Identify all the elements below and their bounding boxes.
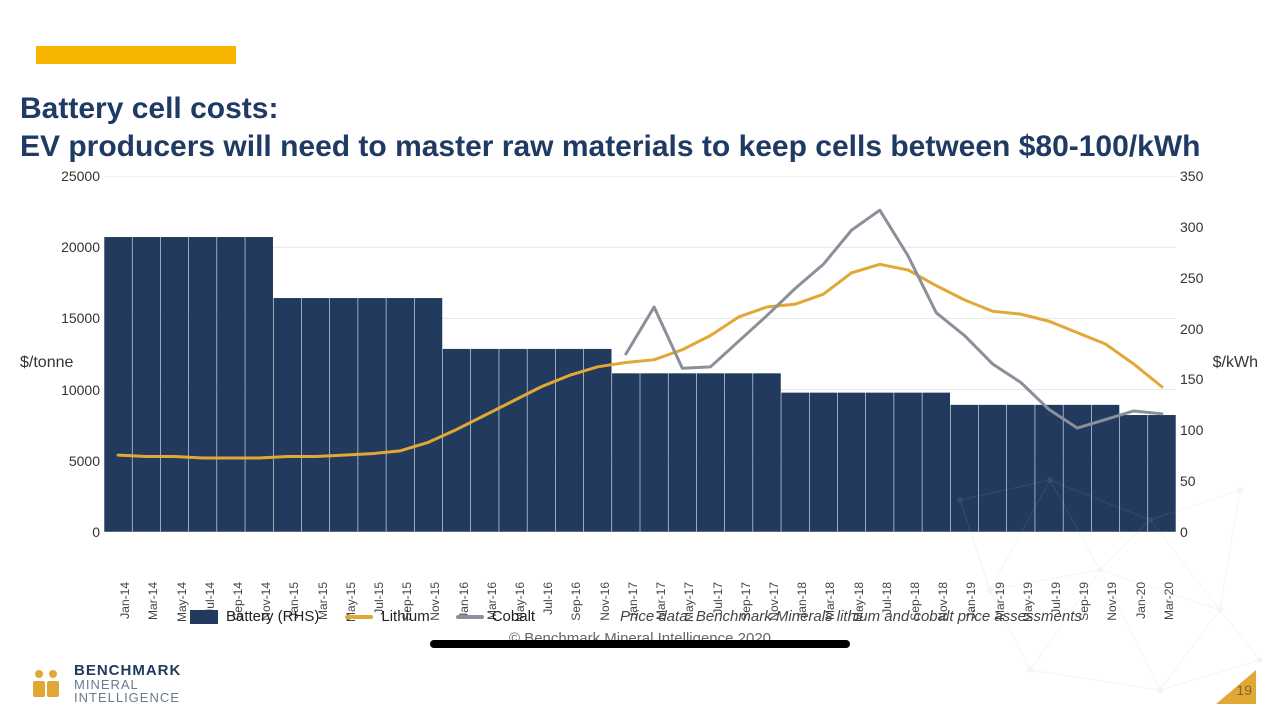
legend-swatch-line-icon xyxy=(345,615,373,619)
ytick-left: 15000 xyxy=(40,310,100,326)
brand-logo: BENCHMARK MINERAL INTELLIGENCE xyxy=(30,663,181,704)
title-line-2: EV producers will need to master raw mat… xyxy=(20,130,1200,163)
legend-item: Battery (RHS) xyxy=(190,608,319,625)
plot-area xyxy=(104,176,1176,532)
brand-line-1: BENCHMARK xyxy=(74,663,181,678)
page-number: 19 xyxy=(1236,682,1252,698)
ytick-right: 300 xyxy=(1180,219,1240,235)
media-progress-bar[interactable] xyxy=(430,640,850,648)
legend-label: Battery (RHS) xyxy=(226,608,319,625)
brand-mark-icon xyxy=(30,667,64,701)
plot-svg xyxy=(104,176,1176,532)
ytick-right: 50 xyxy=(1180,473,1240,489)
brand-text: BENCHMARK MINERAL INTELLIGENCE xyxy=(74,663,181,704)
accent-bar xyxy=(36,46,236,64)
chart: $/tonne $/kWh 0 5000 10000 15000 20000 25000 0… xyxy=(18,168,1262,600)
title-line-1: Battery cell costs: xyxy=(20,92,278,125)
legend-label: Lithium xyxy=(381,608,429,625)
legend-swatch-line-icon xyxy=(456,615,484,619)
ytick-left: 20000 xyxy=(40,239,100,255)
legend: Battery (RHS) Lithium Cobalt xyxy=(190,608,535,625)
legend-swatch-square-icon xyxy=(190,610,218,624)
ytick-right: 250 xyxy=(1180,270,1240,286)
page-badge: 19 xyxy=(1216,670,1256,704)
ytick-right: 100 xyxy=(1180,422,1240,438)
source-note: Price data: Benchmark Minerals lithium a… xyxy=(620,608,1082,625)
ytick-right: 0 xyxy=(1180,524,1240,540)
y-axis-left-label: $/tonne xyxy=(20,354,73,372)
ytick-left: 0 xyxy=(40,524,100,540)
ytick-left: 5000 xyxy=(40,453,100,469)
ytick-right: 150 xyxy=(1180,371,1240,387)
ytick-left: 25000 xyxy=(40,168,100,184)
brand-line-3: INTELLIGENCE xyxy=(74,691,181,704)
ytick-right: 350 xyxy=(1180,168,1240,184)
y-axis-right-label: $/kWh xyxy=(1213,354,1258,372)
ytick-right: 200 xyxy=(1180,321,1240,337)
ytick-left: 10000 xyxy=(40,382,100,398)
legend-item: Cobalt xyxy=(456,608,535,625)
legend-item: Lithium xyxy=(345,608,429,625)
legend-label: Cobalt xyxy=(492,608,535,625)
page-title: Battery cell costs: EV producers will ne… xyxy=(20,90,1260,165)
